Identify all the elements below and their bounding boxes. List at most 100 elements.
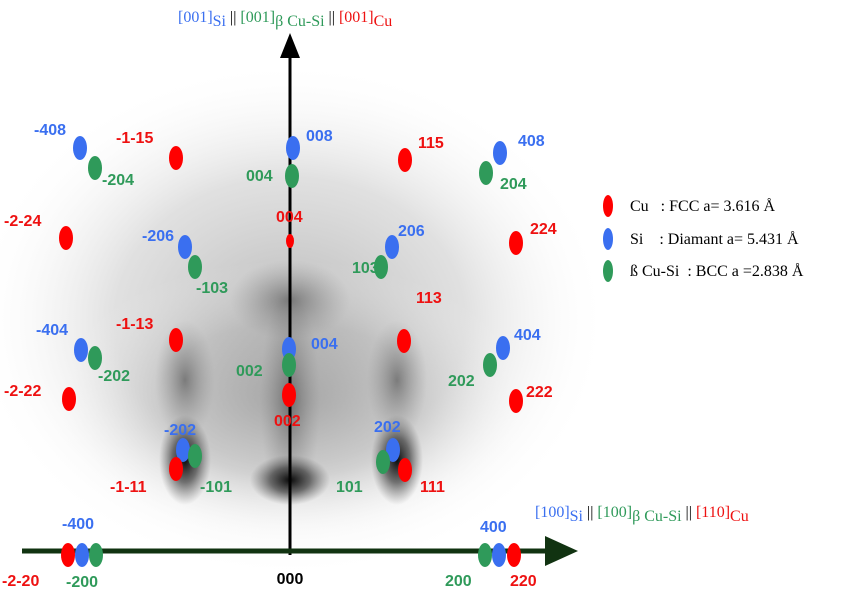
right-bcc-sub: β Cu-Si (632, 508, 682, 525)
cu-spot-label: 115 (418, 135, 444, 152)
si-spot (75, 543, 89, 567)
bcc-spot (89, 543, 103, 567)
legend-si-marker (603, 228, 613, 250)
right-sep-2: || (682, 504, 696, 521)
si-spot (496, 336, 510, 360)
cu-spot-label: 111 (420, 479, 445, 496)
bcc-spot-label: 004 (246, 168, 273, 185)
spot-labels: -1-15 115 004 -2-24 224 -1-13 113 002 -2-22 222 -1… (2, 122, 557, 591)
right-bcc-dir: [100] (597, 504, 632, 521)
right-si-sub: Si (570, 508, 584, 525)
bcc-spot (88, 346, 102, 370)
bcc-spot-label: -103 (196, 280, 228, 297)
bcc-spot (479, 161, 493, 185)
cu-spot (169, 328, 183, 352)
bcc-spot-label: 200 (445, 573, 472, 590)
legend-cu-text: Cu : FCC a= 3.616 Å (630, 197, 775, 215)
cu-spot (509, 389, 523, 413)
cu-spot-label: 002 (274, 413, 301, 430)
si-spot (492, 543, 506, 567)
bcc-spot-label: -200 (66, 574, 98, 591)
bcc-spot (285, 164, 299, 188)
cu-spot (398, 458, 412, 482)
top-sep-2: || (325, 9, 339, 26)
legend-cu-marker (603, 195, 613, 217)
origin-label: 000 (277, 571, 304, 588)
si-spot-label: -404 (36, 322, 68, 339)
legend-bcc-text: ß Cu-Si : BCC a =2.838 Å (630, 262, 804, 280)
si-spot-label: 202 (374, 419, 401, 436)
si-spot (176, 438, 190, 462)
cu-spot (507, 543, 521, 567)
bcc-spot (374, 255, 388, 279)
right-cu-dir: [110] (696, 504, 730, 521)
cu-spot-label: -1-11 (110, 479, 147, 496)
vertical-axis-arrowhead (280, 33, 300, 58)
bcc-spot (478, 543, 492, 567)
cu-spot-label: 222 (526, 384, 553, 401)
top-axis-label: [001]Si || [001]β Cu-Si || [001]Cu (178, 9, 392, 30)
right-axis-label: [100]Si || [100]β Cu-Si || [110]Cu (535, 504, 749, 525)
si-spot (178, 235, 192, 259)
bcc-spot-label: 202 (448, 373, 475, 390)
cu-spot-label: -1-15 (116, 130, 153, 147)
bcc-spot (483, 353, 497, 377)
top-cu-sub: Cu (374, 13, 393, 30)
bcc-spot-label: 204 (500, 176, 527, 193)
si-spot-label: -400 (62, 516, 94, 533)
si-spot-label: -206 (142, 228, 174, 245)
legend-si-text: Si : Diamant a= 5.431 Å (630, 230, 799, 248)
bcc-spot (282, 353, 296, 377)
si-spot-label: 008 (306, 128, 333, 145)
bcc-spot-label: -204 (102, 172, 134, 189)
cu-spot (169, 146, 183, 170)
si-spot (385, 235, 399, 259)
cu-spot (398, 148, 412, 172)
cu-spot-label: -1-13 (116, 316, 153, 333)
si-spot-label: 206 (398, 223, 425, 240)
top-sep-1: || (226, 9, 240, 26)
si-spot-label: -202 (164, 422, 196, 439)
cu-spot (282, 383, 296, 407)
legend: Cu : FCC a= 3.616 Å Si : Diamant a= 5.431… (603, 195, 804, 282)
cu-spot (169, 457, 183, 481)
bcc-spot (376, 450, 390, 474)
cu-spot-label: -2-24 (4, 213, 41, 230)
bcc-spot (188, 255, 202, 279)
si-spot-label: 004 (311, 336, 338, 353)
si-spot (73, 136, 87, 160)
si-spot (286, 136, 300, 160)
top-bcc-dir: [001] (240, 9, 275, 26)
cu-spot-label: 113 (416, 290, 442, 307)
top-si-sub: Si (213, 13, 227, 30)
cu-spot (61, 543, 75, 567)
cu-spot (397, 329, 411, 353)
cu-spot (59, 226, 73, 250)
top-bcc-sub: β Cu-Si (275, 13, 325, 30)
bcc-spot-label: 101 (336, 479, 363, 496)
si-spot (74, 338, 88, 362)
cu-spot-label: 220 (510, 573, 537, 590)
si-spot-label: 400 (480, 519, 507, 536)
bcc-spot-label: -202 (98, 368, 130, 385)
cu-spot-label: -2-22 (4, 383, 41, 400)
top-si-dir: [001] (178, 9, 213, 26)
cu-spot (286, 234, 294, 248)
bcc-spot-label: 103 (352, 260, 379, 277)
right-sep-1: || (583, 504, 597, 521)
right-si-dir: [100] (535, 504, 570, 521)
si-spot-label: 404 (514, 327, 541, 344)
bcc-spot-label: -101 (200, 479, 232, 496)
cu-spot-label: 224 (530, 221, 557, 238)
cu-spot (62, 387, 76, 411)
cu-spot (509, 231, 523, 255)
bcc-spot (188, 444, 202, 468)
horizontal-axis-arrowhead (545, 536, 578, 566)
si-spot-label: -408 (34, 122, 66, 139)
legend-bcc-marker (603, 260, 613, 282)
si-spot (386, 438, 400, 462)
diffraction-spots (59, 136, 523, 567)
bcc-spot-label: 002 (236, 363, 263, 380)
bcc-spot (88, 156, 102, 180)
